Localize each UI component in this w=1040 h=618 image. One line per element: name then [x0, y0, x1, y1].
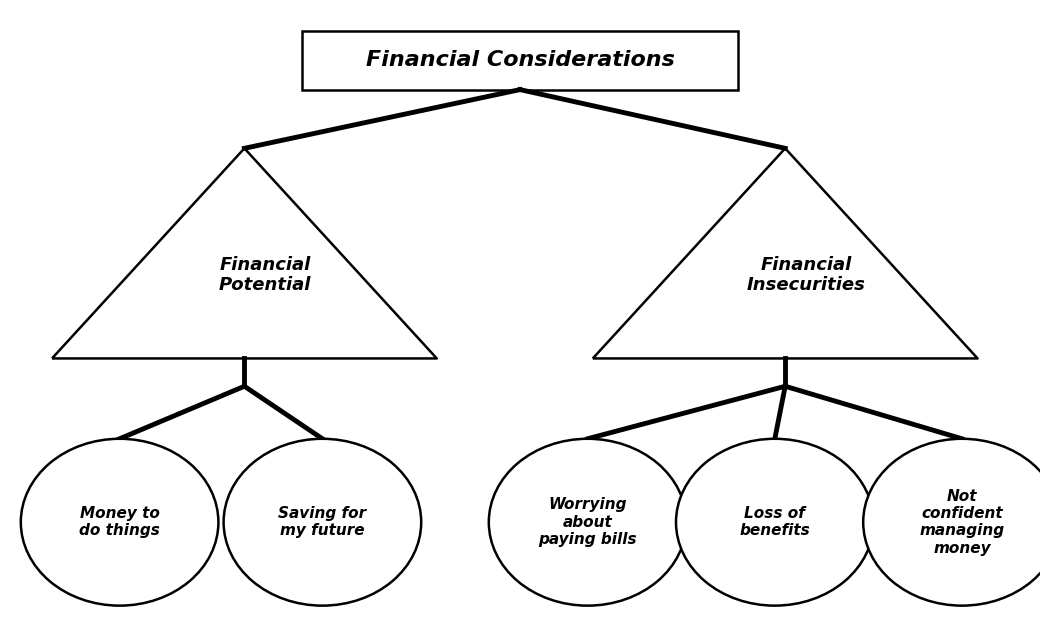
FancyBboxPatch shape — [302, 31, 738, 90]
Text: Financial
Potential: Financial Potential — [219, 256, 311, 294]
Text: Worrying
about
paying bills: Worrying about paying bills — [539, 497, 636, 547]
Text: Money to
do things: Money to do things — [79, 506, 160, 538]
Ellipse shape — [489, 439, 686, 606]
Ellipse shape — [676, 439, 874, 606]
Text: Not
confident
managing
money: Not confident managing money — [919, 489, 1005, 556]
Text: Saving for
my future: Saving for my future — [279, 506, 366, 538]
Text: Financial Considerations: Financial Considerations — [366, 50, 674, 70]
Ellipse shape — [224, 439, 421, 606]
Ellipse shape — [21, 439, 218, 606]
Ellipse shape — [863, 439, 1040, 606]
Text: Financial
Insecurities: Financial Insecurities — [747, 256, 865, 294]
Text: Loss of
benefits: Loss of benefits — [739, 506, 810, 538]
